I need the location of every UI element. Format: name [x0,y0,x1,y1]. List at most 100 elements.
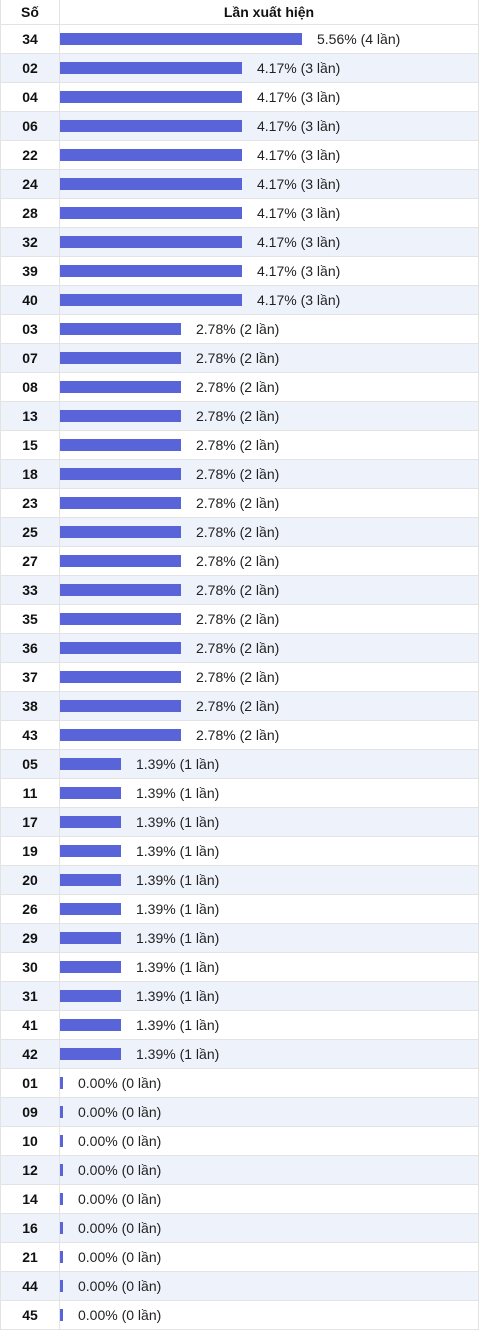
frequency-bar [60,613,181,625]
row-bar-cell: 1.39% (1 lần) [60,750,478,778]
row-number: 37 [1,663,60,691]
table-row: 08 2.78% (2 lần) [1,373,478,402]
table-row: 18 2.78% (2 lần) [1,460,478,489]
table-row: 06 4.17% (3 lần) [1,112,478,141]
row-number: 30 [1,953,60,981]
frequency-bar [60,787,121,799]
row-number: 31 [1,982,60,1010]
row-number: 29 [1,924,60,952]
row-bar-cell: 0.00% (0 lần) [60,1069,478,1097]
row-number: 25 [1,518,60,546]
table-body: 34 5.56% (4 lần) 02 4.17% (3 lần) 04 4.17% (3… [1,25,478,1330]
table-row: 04 4.17% (3 lần) [1,83,478,112]
frequency-label: 1.39% (1 lần) [136,930,220,946]
table-row: 31 1.39% (1 lần) [1,982,478,1011]
row-bar-cell: 0.00% (0 lần) [60,1098,478,1126]
row-number: 22 [1,141,60,169]
row-number: 15 [1,431,60,459]
table-row: 21 0.00% (0 lần) [1,1243,478,1272]
row-number: 33 [1,576,60,604]
row-number: 38 [1,692,60,720]
row-bar-cell: 1.39% (1 lần) [60,924,478,952]
table-row: 38 2.78% (2 lần) [1,692,478,721]
table-row: 12 0.00% (0 lần) [1,1156,478,1185]
row-bar-cell: 4.17% (3 lần) [60,141,478,169]
frequency-bar [60,1135,63,1147]
table-row: 15 2.78% (2 lần) [1,431,478,460]
row-bar-cell: 2.78% (2 lần) [60,692,478,720]
row-number: 17 [1,808,60,836]
row-number: 06 [1,112,60,140]
row-bar-cell: 1.39% (1 lần) [60,982,478,1010]
row-bar-cell: 1.39% (1 lần) [60,953,478,981]
frequency-bar [60,961,121,973]
frequency-bar [60,526,181,538]
row-number: 26 [1,895,60,923]
row-bar-cell: 1.39% (1 lần) [60,779,478,807]
row-bar-cell: 4.17% (3 lần) [60,228,478,256]
row-bar-cell: 2.78% (2 lần) [60,576,478,604]
frequency-bar [60,497,181,509]
frequency-bar [60,33,302,45]
frequency-label: 0.00% (0 lần) [78,1249,162,1265]
frequency-label: 2.78% (2 lần) [196,582,280,598]
frequency-label: 4.17% (3 lần) [257,60,341,76]
frequency-label: 2.78% (2 lần) [196,553,280,569]
frequency-bar [60,758,121,770]
frequency-bar [60,236,242,248]
table-row: 20 1.39% (1 lần) [1,866,478,895]
frequency-label: 2.78% (2 lần) [196,669,280,685]
table-row: 32 4.17% (3 lần) [1,228,478,257]
table-row: 41 1.39% (1 lần) [1,1011,478,1040]
table-row: 45 0.00% (0 lần) [1,1301,478,1330]
frequency-bar [60,700,181,712]
row-number: 41 [1,1011,60,1039]
frequency-bar [60,903,121,915]
frequency-label: 4.17% (3 lần) [257,147,341,163]
row-number: 27 [1,547,60,575]
frequency-label: 0.00% (0 lần) [78,1191,162,1207]
table-row: 14 0.00% (0 lần) [1,1185,478,1214]
row-bar-cell: 2.78% (2 lần) [60,489,478,517]
frequency-label: 1.39% (1 lần) [136,785,220,801]
frequency-label: 2.78% (2 lần) [196,611,280,627]
table-row: 23 2.78% (2 lần) [1,489,478,518]
row-number: 28 [1,199,60,227]
frequency-bar [60,874,121,886]
frequency-label: 1.39% (1 lần) [136,843,220,859]
frequency-label: 0.00% (0 lần) [78,1307,162,1323]
row-bar-cell: 4.17% (3 lần) [60,199,478,227]
row-bar-cell: 0.00% (0 lần) [60,1127,478,1155]
frequency-bar [60,1077,63,1089]
frequency-label: 0.00% (0 lần) [78,1075,162,1091]
row-number: 36 [1,634,60,662]
row-number: 01 [1,1069,60,1097]
frequency-bar [60,1251,63,1263]
frequency-label: 2.78% (2 lần) [196,350,280,366]
row-bar-cell: 2.78% (2 lần) [60,518,478,546]
row-bar-cell: 2.78% (2 lần) [60,344,478,372]
frequency-bar [60,816,121,828]
frequency-bar [60,1048,121,1060]
frequency-label: 1.39% (1 lần) [136,872,220,888]
table-row: 03 2.78% (2 lần) [1,315,478,344]
table-row: 10 0.00% (0 lần) [1,1127,478,1156]
table-row: 34 5.56% (4 lần) [1,25,478,54]
frequency-label: 4.17% (3 lần) [257,292,341,308]
table-row: 26 1.39% (1 lần) [1,895,478,924]
row-bar-cell: 0.00% (0 lần) [60,1214,478,1242]
frequency-label: 0.00% (0 lần) [78,1220,162,1236]
row-bar-cell: 2.78% (2 lần) [60,605,478,633]
frequency-label: 1.39% (1 lần) [136,756,220,772]
header-frequency: Lần xuất hiện [223,4,315,20]
table-row: 07 2.78% (2 lần) [1,344,478,373]
frequency-label: 4.17% (3 lần) [257,118,341,134]
frequency-bar [60,1222,63,1234]
table-row: 25 2.78% (2 lần) [1,518,478,547]
row-number: 10 [1,1127,60,1155]
frequency-bar [60,555,181,567]
frequency-bar [60,1309,63,1321]
row-bar-cell: 4.17% (3 lần) [60,54,478,82]
frequency-label: 2.78% (2 lần) [196,379,280,395]
table-row: 43 2.78% (2 lần) [1,721,478,750]
